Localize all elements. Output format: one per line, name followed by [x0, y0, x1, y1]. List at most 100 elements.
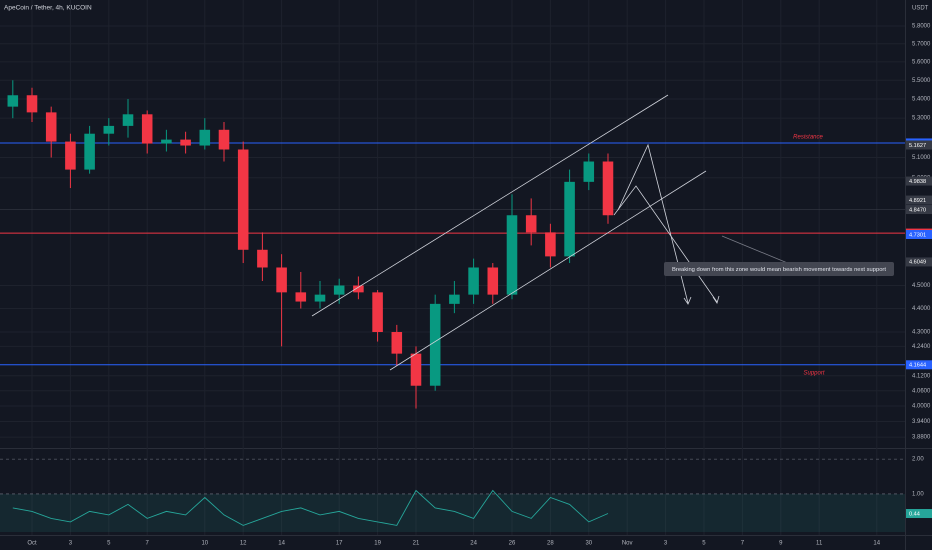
indicator-tag	[906, 509, 932, 519]
candle-body	[487, 267, 499, 295]
candle-body	[141, 114, 153, 144]
indicator-band	[0, 493, 905, 532]
candle-body	[449, 294, 460, 304]
channel-upper	[311, 94, 669, 317]
callout-box	[664, 262, 894, 276]
x-tick-label: 9	[779, 541, 783, 547]
price-tag-label: 5.1627	[909, 143, 926, 149]
x-tick-label: 5	[702, 541, 706, 547]
chart-title: ApeCoin / Tether, 4h, KUCOIN	[4, 5, 92, 12]
price-tag-label: 4.9838	[909, 179, 926, 185]
candle-body	[506, 215, 518, 295]
callout-text: Breaking down from this zone would mean …	[672, 267, 886, 273]
resistance-label: Resistance	[793, 135, 823, 141]
price-tag-label: 4.7301	[909, 232, 926, 238]
candle-body	[237, 149, 249, 250]
candle-body	[525, 215, 537, 233]
arrow-path	[617, 143, 689, 304]
y-tick-label: 4.3000	[912, 330, 931, 336]
price-tag	[906, 140, 932, 150]
callout-pointer	[721, 235, 791, 265]
x-tick-label: 21	[413, 541, 420, 547]
candle-body	[26, 95, 38, 113]
x-tick-label: 14	[278, 541, 285, 547]
y-tick-label: 3.9400	[912, 419, 931, 425]
candle-body	[65, 141, 76, 170]
candle-body	[199, 129, 211, 146]
price-tags: 5.17315.16274.98384.89214.84704.73664.73…	[906, 138, 932, 519]
x-tick-label: 7	[741, 541, 745, 547]
candle-body	[545, 232, 556, 257]
candle-body	[353, 285, 364, 293]
price-tag-label: 4.8921	[909, 198, 926, 204]
candle-body	[84, 133, 95, 170]
arrow-head	[712, 295, 720, 304]
x-tick-label: 7	[146, 541, 150, 547]
levels	[0, 142, 905, 366]
channel-lower	[389, 170, 707, 371]
indicator-pane	[0, 458, 905, 532]
x-tick-label: 11	[816, 541, 823, 547]
candles	[7, 80, 614, 409]
y-tick-label: 4.5000	[912, 283, 931, 289]
candle-body	[602, 161, 614, 216]
x-tick-label: 14	[873, 541, 880, 547]
indicator-tag-label: 0.44	[909, 511, 920, 517]
y-tick-label: 4.0000	[912, 404, 931, 410]
x-tick-label: 12	[240, 541, 247, 547]
price-tag	[906, 205, 932, 215]
candle-body	[314, 294, 326, 302]
price-tag	[906, 360, 932, 370]
candle-body	[583, 161, 595, 182]
x-tick-label: 28	[547, 541, 554, 547]
price-tag	[906, 230, 932, 240]
x-tick-label: 10	[201, 541, 208, 547]
x-tick-label: 3	[69, 541, 73, 547]
y-tick-label: 5.4000	[912, 97, 931, 103]
x-tick-label: Oct	[27, 541, 37, 547]
x-tick-label: 17	[336, 541, 343, 547]
price-tag-label: 4.1644	[909, 363, 926, 369]
y-tick-label: 5.5000	[912, 78, 931, 84]
candle-body	[218, 129, 230, 150]
candle-body	[333, 285, 345, 295]
price-tag	[906, 195, 932, 205]
y-tick-label: 5.7000	[912, 41, 931, 47]
axes: 5.8000 5.7000 5.6000 5.5000 5.4000 5.3000 5.10…	[27, 24, 931, 547]
y-tick-label: 5.1000	[912, 155, 931, 161]
currency-label: USDT	[912, 6, 929, 12]
candle-body	[564, 181, 575, 257]
candle-body	[429, 303, 441, 386]
price-tag	[906, 257, 932, 267]
y-tick-label: 4.2400	[912, 344, 931, 350]
x-tick-label: 24	[470, 541, 477, 547]
candle-body	[180, 139, 191, 146]
x-tick-label: 19	[374, 541, 381, 547]
y-tick-label: 5.3000	[912, 116, 931, 122]
candle-body	[276, 267, 287, 293]
y-tick-label: 3.8800	[912, 435, 931, 441]
price-tag	[906, 176, 932, 186]
indicator-tick-label: 2.00	[912, 457, 924, 463]
support-label: Support	[803, 371, 824, 377]
candle-body	[468, 267, 479, 295]
y-tick-label: 4.1200	[912, 373, 931, 379]
candle-body	[45, 112, 57, 142]
candle-body	[257, 249, 268, 268]
candle-body	[103, 125, 115, 134]
x-tick-label: 30	[585, 541, 592, 547]
candle-body	[122, 114, 134, 126]
candle-body	[161, 139, 172, 144]
price-tag-label: 4.8470	[909, 207, 926, 213]
y-tick-label: 4.4000	[912, 306, 931, 312]
y-tick-label: 5.8000	[912, 24, 931, 30]
indicator-tick-label: 1.00	[912, 492, 924, 498]
candle-body	[410, 353, 422, 386]
indicator-line	[12, 489, 609, 526]
y-tick-label: 4.0600	[912, 388, 931, 394]
arrow-head	[683, 296, 692, 305]
candle-body	[295, 292, 307, 302]
candle-body	[391, 332, 403, 354]
